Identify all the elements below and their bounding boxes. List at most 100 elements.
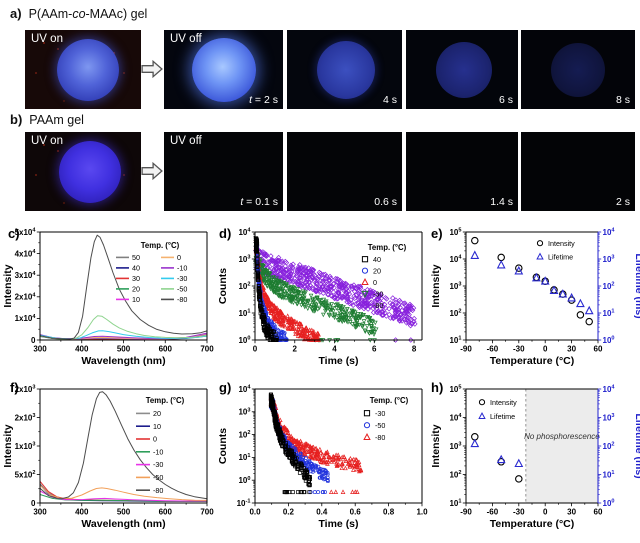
svg-text:60: 60 (594, 345, 603, 354)
svg-text:Intensity: Intensity (2, 264, 14, 307)
svg-text:Temp. (°C): Temp. (°C) (146, 396, 185, 405)
photo-overlay-label: UV on (31, 135, 63, 147)
svg-text:1x103: 1x103 (15, 442, 36, 451)
svg-text:-30: -30 (375, 409, 385, 418)
time-label: t = 0.1 s (240, 196, 278, 208)
svg-text:Lifetime (ms): Lifetime (ms) (633, 413, 640, 478)
svg-text:0.2: 0.2 (283, 508, 295, 517)
svg-text:103: 103 (449, 442, 461, 451)
svg-text:Lifetime: Lifetime (490, 412, 515, 421)
time-label: 0.6 s (374, 196, 397, 208)
svg-text:400: 400 (75, 345, 89, 354)
svg-text:103: 103 (238, 407, 250, 416)
svg-text:101: 101 (449, 499, 461, 508)
gel-disc (57, 39, 119, 101)
svg-text:-50: -50 (153, 473, 163, 482)
svg-text:0.0: 0.0 (249, 508, 261, 517)
svg-text:30: 30 (132, 274, 140, 283)
svg-text:Temperature (°C): Temperature (°C) (490, 518, 575, 530)
svg-text:104: 104 (603, 385, 616, 394)
svg-text:2x103: 2x103 (15, 413, 36, 422)
right-arrow-icon (141, 59, 163, 79)
panel-label-f: f) (10, 380, 19, 395)
svg-text:100: 100 (603, 499, 615, 508)
panel-label-h: h) (431, 380, 444, 395)
time-label: 6 s (498, 94, 513, 106)
svg-text:100: 100 (238, 336, 250, 345)
svg-text:0: 0 (31, 499, 36, 508)
gel-disc (59, 141, 121, 203)
chart-panel-f-emission-spectra: 300 400 500 600 700 0 5x102 1x103 2x103 2x103 Wave… (0, 375, 215, 543)
svg-text:-30: -30 (513, 345, 525, 354)
svg-text:103: 103 (603, 413, 615, 422)
time-label: t = 2 s (249, 94, 278, 106)
svg-text:Temp. (°C): Temp. (°C) (141, 241, 180, 250)
panel-label-g: g) (219, 380, 232, 395)
series-c--80 (39, 234, 208, 340)
svg-text:30: 30 (567, 345, 576, 354)
series-h-Intensity (471, 433, 523, 483)
svg-text:-30: -30 (153, 460, 163, 469)
chart-svg-d: 0 2 4 6 8 100 101 102 103 104 Time (s) Counts Temp. … (217, 228, 423, 367)
svg-text:103: 103 (449, 282, 461, 291)
chart-svg-h: No phosphorescence -90 -60 -30 0 30 60 101 102 10… (430, 385, 640, 530)
photo-overlay-label: UV off (170, 33, 202, 45)
svg-text:Intensity: Intensity (430, 424, 442, 467)
svg-text:10: 10 (153, 422, 161, 431)
svg-text:0.6: 0.6 (350, 508, 362, 517)
svg-text:103: 103 (238, 255, 250, 264)
panel-label-d: d) (219, 226, 232, 241)
series-f--30 (39, 490, 208, 502)
svg-text:-10: -10 (153, 447, 163, 456)
photo-b-t01s: UV off t = 0.1 s (164, 132, 283, 211)
svg-text:1x104: 1x104 (15, 314, 37, 323)
svg-text:2x104: 2x104 (15, 292, 37, 301)
photo-a-4s: 4 s (287, 30, 402, 109)
chart-svg-f: 300 400 500 600 700 0 5x102 1x103 2x103 2x103 Wave… (2, 385, 214, 530)
svg-text:-30: -30 (513, 508, 525, 517)
gel-disc (551, 43, 605, 97)
chart-svg-e: -90 -60 -30 0 30 60 101 102 103 104 105 100 101 102 10… (430, 228, 640, 367)
svg-text:Time (s): Time (s) (318, 518, 358, 530)
chart-panel-h-intensity-lifetime: No phosphorescence -90 -60 -30 0 30 60 101 102 10… (428, 375, 640, 543)
svg-text:10-1: 10-1 (237, 499, 251, 508)
series-e-Lifetime (470, 250, 594, 315)
svg-text:300: 300 (33, 345, 47, 354)
panel-a-title-italic: co (72, 7, 86, 21)
svg-text:-80: -80 (375, 433, 385, 442)
photo-b-14s: 1.4 s (406, 132, 518, 211)
svg-text:8: 8 (412, 345, 417, 354)
svg-text:104: 104 (449, 413, 462, 422)
svg-text:20: 20 (373, 267, 381, 276)
series-e-Intensity (471, 236, 593, 326)
svg-text:300: 300 (33, 508, 47, 517)
panel-a-title: a) P(AAm-co-MAAc) gel (10, 6, 147, 21)
svg-text:2x103: 2x103 (15, 385, 36, 394)
gel-disc (192, 38, 256, 102)
svg-text:6: 6 (372, 345, 377, 354)
svg-text:0: 0 (31, 336, 36, 345)
svg-text:Temperature (°C): Temperature (°C) (490, 355, 575, 367)
gel-disc (317, 41, 375, 99)
photo-a-uv-on: UV on (25, 30, 141, 109)
svg-text:-80: -80 (177, 295, 187, 304)
series-h-Lifetime (470, 438, 524, 468)
svg-text:102: 102 (603, 282, 615, 291)
photo-b-2s: 2 s (521, 132, 635, 211)
chart-svg-g: 0.0 0.2 0.4 0.6 0.8 1.0 10-1 100 101 102 103 104 Tim… (217, 385, 428, 530)
chart-panel-g-decay: 0.0 0.2 0.4 0.6 0.8 1.0 10-1 100 101 102 103 104 Tim… (215, 375, 430, 543)
panel-b-title: b) PAAm gel (10, 112, 84, 127)
svg-text:Intensity: Intensity (2, 424, 14, 467)
svg-text:101: 101 (238, 309, 250, 318)
panel-b-letter: b) (10, 112, 23, 127)
svg-text:20: 20 (153, 409, 161, 418)
series-d--80 (253, 244, 418, 343)
svg-text:4: 4 (332, 345, 337, 354)
chart-panel-d-decay: 0 2 4 6 8 100 101 102 103 104 Time (s) Counts Temp. … (215, 222, 430, 380)
svg-text:3x104: 3x104 (15, 271, 37, 280)
svg-text:-10: -10 (177, 264, 187, 273)
svg-text:40: 40 (373, 255, 381, 264)
svg-text:Temp. (°C): Temp. (°C) (370, 396, 409, 405)
svg-text:0: 0 (543, 508, 548, 517)
